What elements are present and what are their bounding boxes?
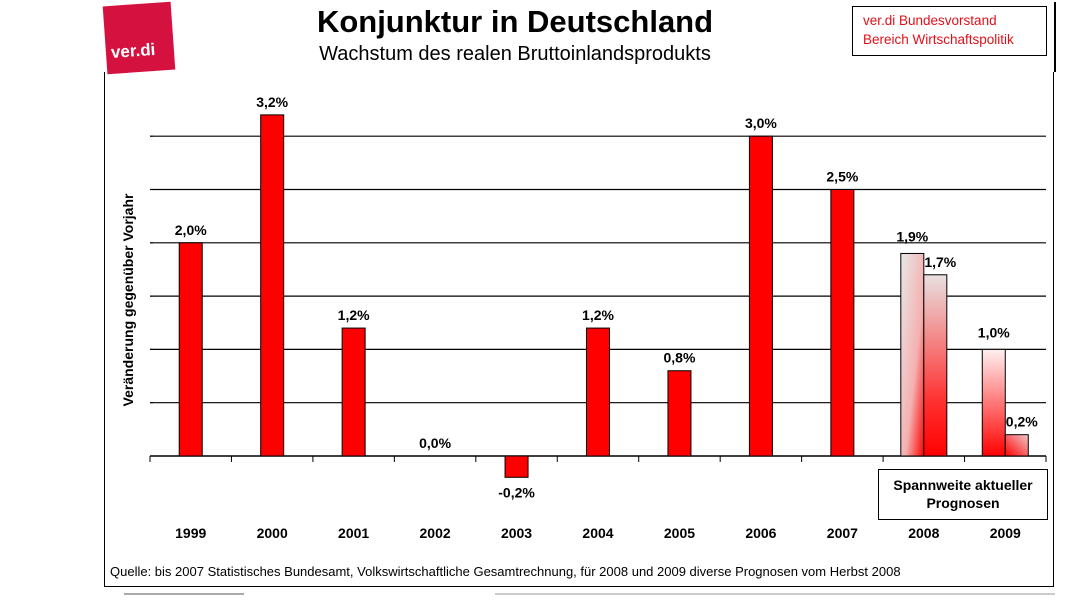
data-label-1999: 2,0% bbox=[175, 222, 207, 238]
legend-line-2: Prognosen bbox=[926, 495, 1000, 511]
forecast-high-label-2009: 1,0% bbox=[978, 324, 1010, 340]
bar-2003 bbox=[504, 455, 529, 478]
org-box: ver.di Bundesvorstand Bereich Wirtschaft… bbox=[852, 6, 1047, 56]
source-note: Quelle: bis 2007 Statistisches Bundesamt… bbox=[110, 564, 901, 579]
legend-line-1: Spannweite aktueller bbox=[893, 477, 1033, 493]
bar-2001 bbox=[341, 327, 366, 457]
divider bbox=[495, 593, 1055, 595]
data-label-2004: 1,2% bbox=[582, 307, 614, 323]
data-label-2001: 1,2% bbox=[338, 307, 370, 323]
x-tick-label: 2005 bbox=[664, 525, 695, 541]
data-label-2006: 3,0% bbox=[745, 115, 777, 131]
forecast-bar-high-2008 bbox=[900, 252, 925, 457]
org-line-1: ver.di Bundesvorstand bbox=[863, 13, 997, 28]
forecast-bar-high-2009 bbox=[981, 348, 1006, 457]
forecast-low-label-2008: 1,7% bbox=[924, 254, 956, 270]
bar-2006 bbox=[748, 135, 773, 457]
chart-subtitle: Wachstum des realen Bruttoinlandsprodukt… bbox=[319, 43, 711, 65]
forecast-low-label-2009: 0,2% bbox=[1006, 414, 1038, 430]
x-tick-label: 2007 bbox=[827, 525, 858, 541]
forecast-range-legend: Spannweite aktueller Prognosen bbox=[878, 469, 1048, 520]
forecast-bar-low-2009 bbox=[1004, 434, 1029, 457]
bar-1999 bbox=[178, 242, 203, 457]
x-tick-label: 2003 bbox=[501, 525, 532, 541]
x-tick-label: 2000 bbox=[257, 525, 288, 541]
x-tick-label: 1999 bbox=[175, 525, 206, 541]
data-label-2003: -0,2% bbox=[498, 484, 535, 500]
chart-frame bbox=[104, 72, 1054, 587]
bar-2004 bbox=[586, 327, 610, 457]
data-label-2002: 0,0% bbox=[419, 435, 451, 451]
x-tick-label: 2004 bbox=[582, 525, 613, 541]
x-tick-label: 2001 bbox=[338, 525, 369, 541]
forecast-high-label-2008: 1,9% bbox=[896, 228, 928, 244]
x-tick-label: 2009 bbox=[990, 525, 1021, 541]
frame-divider bbox=[1054, 2, 1056, 72]
bar-2007 bbox=[830, 189, 855, 457]
chart-title: Konjunktur in Deutschland bbox=[316, 4, 714, 39]
divider bbox=[124, 593, 244, 595]
x-tick-label: 2002 bbox=[420, 525, 451, 541]
x-tick-label: 2006 bbox=[745, 525, 776, 541]
org-line-2: Bereich Wirtschaftspolitik bbox=[863, 32, 1014, 47]
forecast-bar-low-2008 bbox=[923, 274, 948, 457]
bar-2000 bbox=[260, 114, 285, 457]
x-tick-label: 2008 bbox=[908, 525, 939, 541]
data-label-2005: 0,8% bbox=[663, 350, 695, 366]
data-label-2000: 3,2% bbox=[256, 94, 288, 110]
data-label-2007: 2,5% bbox=[826, 169, 858, 185]
bar-2005 bbox=[667, 370, 692, 457]
